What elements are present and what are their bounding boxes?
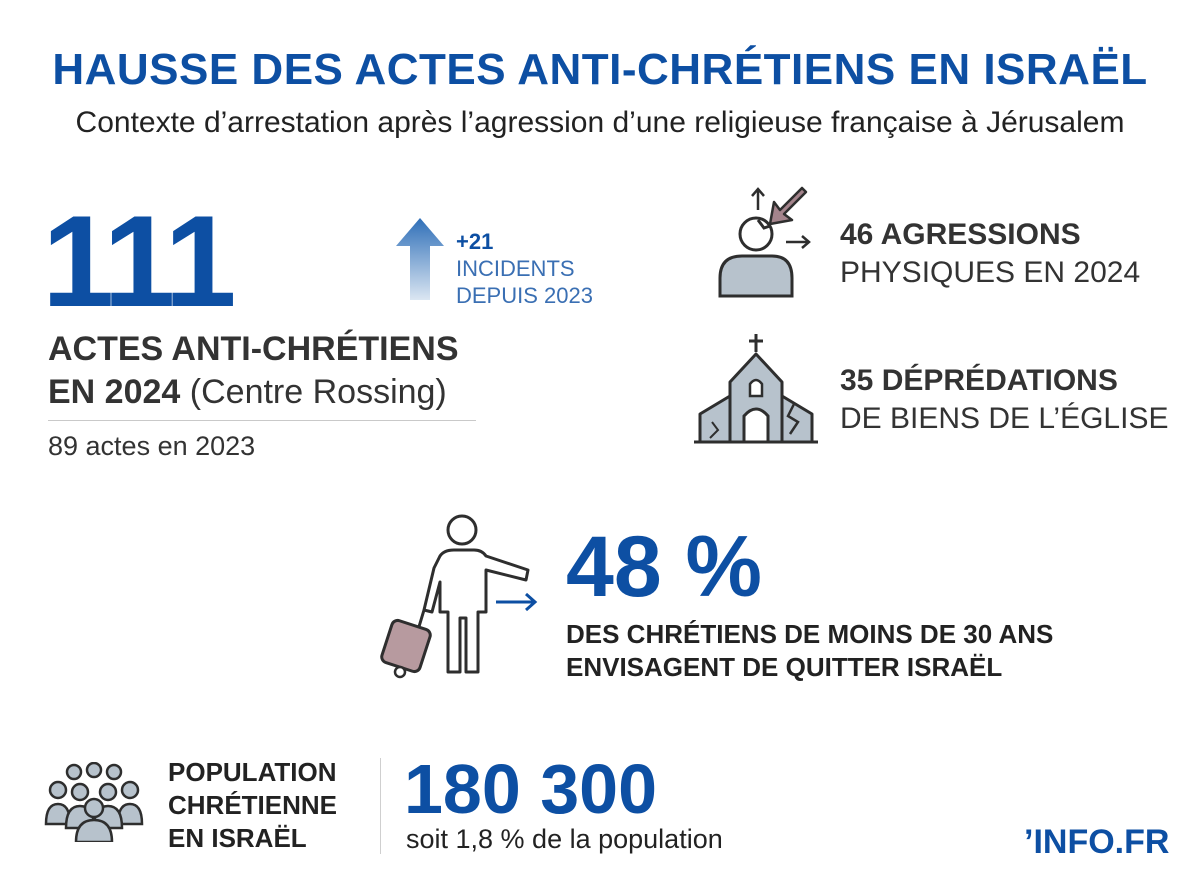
assaults-stat: 46 AGRESSIONS PHYSIQUES EN 2024 — [840, 216, 1140, 292]
assaults-value: 46 AGRESSIONS — [840, 218, 1081, 251]
damaged-church-icon — [694, 334, 818, 444]
main-stat-label-line2: EN 2024 — [48, 373, 181, 411]
population-label-line2: CHRÉTIENNE — [168, 790, 338, 820]
main-stat-value: 111 — [42, 188, 237, 334]
emigration-percent: 48 % — [566, 519, 763, 615]
emigration-description: DES CHRÉTIENS DE MOINS DE 30 ANS ENVISAG… — [566, 618, 1053, 684]
main-stat-label-line1: ACTES ANTI-CHRÉTIENS — [48, 330, 459, 368]
delta-block: +21 INCIDENTS DEPUIS 2023 — [456, 228, 593, 309]
main-stat-source: (Centre Rossing) — [189, 373, 447, 411]
up-arrow-icon — [396, 218, 444, 300]
assaults-label: PHYSIQUES EN 2024 — [840, 256, 1141, 289]
population-label-line1: POPULATION — [168, 757, 337, 787]
page-title: HAUSSE DES ACTES ANTI-CHRÉTIENS EN ISRAË… — [52, 45, 1148, 94]
delta-value: +21 — [456, 229, 494, 254]
person-assault-icon — [718, 186, 811, 298]
brand-logo: ’INFO.FR — [1024, 823, 1170, 861]
previous-year-stat: 89 actes en 2023 — [48, 431, 256, 461]
population-value: 180 300 — [404, 750, 658, 828]
emigration-line2: ENVISAGENT DE QUITTER ISRAËL — [566, 652, 1003, 682]
divider — [48, 420, 476, 421]
depredations-label: DE BIENS DE L’ÉGLISE — [840, 402, 1169, 435]
crowd-icon — [44, 762, 144, 842]
depredations-stat: 35 DÉPRÉDATIONS DE BIENS DE L’ÉGLISE — [840, 362, 1168, 438]
population-share: soit 1,8 % de la population — [406, 824, 723, 854]
population-label: POPULATION CHRÉTIENNE EN ISRAËL — [168, 756, 337, 855]
vertical-divider — [380, 758, 381, 854]
page-subtitle: Contexte d’arrestation après l’agression… — [75, 106, 1125, 139]
emigration-line1: DES CHRÉTIENS DE MOINS DE 30 ANS — [566, 619, 1054, 649]
traveler-suitcase-icon — [380, 514, 538, 679]
main-stat-label: ACTES ANTI-CHRÉTIENS EN 2024 (Centre Ros… — [48, 328, 459, 414]
depredations-value: 35 DÉPRÉDATIONS — [840, 364, 1118, 397]
population-label-line3: EN ISRAËL — [168, 823, 307, 853]
delta-line1: INCIDENTS — [456, 256, 575, 281]
delta-line2: DEPUIS 2023 — [456, 283, 593, 308]
